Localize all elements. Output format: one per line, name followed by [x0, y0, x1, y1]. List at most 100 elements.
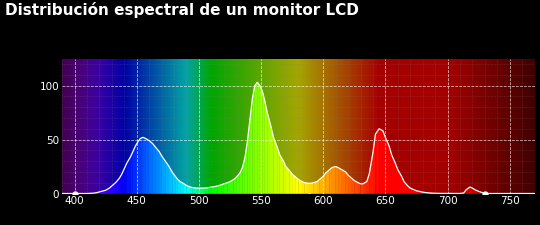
Bar [173, 58, 174, 194]
Bar [330, 58, 331, 194]
Bar [479, 58, 480, 194]
Bar [138, 58, 139, 194]
Bar [105, 58, 106, 194]
Polygon shape [478, 191, 482, 194]
Bar [289, 58, 290, 194]
Bar [299, 58, 300, 194]
Bar [526, 58, 527, 194]
Bar [400, 58, 401, 194]
Bar [446, 58, 447, 194]
Bar [233, 58, 234, 194]
Polygon shape [140, 137, 143, 194]
Bar [445, 58, 446, 194]
Bar [239, 58, 240, 194]
Bar [285, 58, 286, 194]
Bar [452, 58, 453, 194]
Bar [476, 58, 477, 194]
Bar [169, 58, 170, 194]
Bar [146, 58, 147, 194]
Bar [237, 58, 238, 194]
Bar [346, 58, 347, 194]
Bar [126, 58, 127, 194]
Bar [486, 58, 487, 194]
Polygon shape [354, 180, 358, 194]
Bar [321, 58, 322, 194]
Bar [349, 58, 350, 194]
Bar [382, 58, 383, 194]
Bar [451, 58, 452, 194]
Bar [360, 58, 361, 194]
Bar [179, 58, 180, 194]
Bar [378, 58, 379, 194]
Bar [265, 58, 266, 194]
Bar [292, 58, 293, 194]
Polygon shape [252, 86, 255, 194]
Bar [185, 58, 186, 194]
Polygon shape [326, 170, 329, 194]
Bar [212, 58, 213, 194]
Bar [95, 58, 96, 194]
Polygon shape [224, 183, 227, 194]
Bar [178, 58, 179, 194]
Bar [83, 58, 84, 194]
Bar [288, 58, 289, 194]
Bar [202, 58, 203, 194]
Bar [152, 58, 153, 194]
Bar [112, 58, 113, 194]
Bar [162, 58, 163, 194]
Bar [515, 58, 516, 194]
Bar [333, 58, 334, 194]
Bar [282, 58, 284, 194]
Bar [396, 58, 397, 194]
Bar [275, 58, 276, 194]
Bar [347, 58, 348, 194]
Bar [209, 58, 210, 194]
Bar [290, 58, 291, 194]
Bar [370, 58, 371, 194]
Polygon shape [127, 157, 131, 194]
Bar [235, 58, 236, 194]
Bar [484, 58, 485, 194]
Bar [308, 58, 309, 194]
Bar [102, 58, 103, 194]
Bar [490, 58, 491, 194]
Bar [69, 58, 70, 194]
Bar [315, 58, 316, 194]
Bar [376, 58, 377, 194]
Bar [252, 58, 253, 194]
Polygon shape [410, 188, 414, 194]
Bar [124, 58, 125, 194]
Bar [364, 58, 365, 194]
Bar [154, 58, 155, 194]
Bar [125, 58, 126, 194]
Bar [380, 58, 381, 194]
Bar [148, 58, 149, 194]
Polygon shape [199, 188, 202, 194]
Polygon shape [236, 173, 240, 194]
Bar [331, 58, 332, 194]
Bar [200, 58, 201, 194]
Bar [300, 58, 301, 194]
Bar [187, 58, 188, 194]
Bar [499, 58, 500, 194]
Bar [301, 58, 302, 194]
Bar [286, 58, 287, 194]
Bar [65, 58, 66, 194]
Bar [192, 58, 193, 194]
Bar [449, 58, 450, 194]
Bar [77, 58, 78, 194]
Bar [393, 58, 394, 194]
Bar [119, 58, 120, 194]
Bar [340, 58, 341, 194]
Bar [270, 58, 271, 194]
Polygon shape [178, 180, 180, 194]
Bar [343, 58, 344, 194]
Bar [81, 58, 82, 194]
Bar [135, 58, 136, 194]
Bar [458, 58, 459, 194]
Bar [176, 58, 177, 194]
Bar [67, 58, 68, 194]
Bar [266, 58, 267, 194]
Polygon shape [110, 186, 112, 194]
Bar [374, 58, 375, 194]
